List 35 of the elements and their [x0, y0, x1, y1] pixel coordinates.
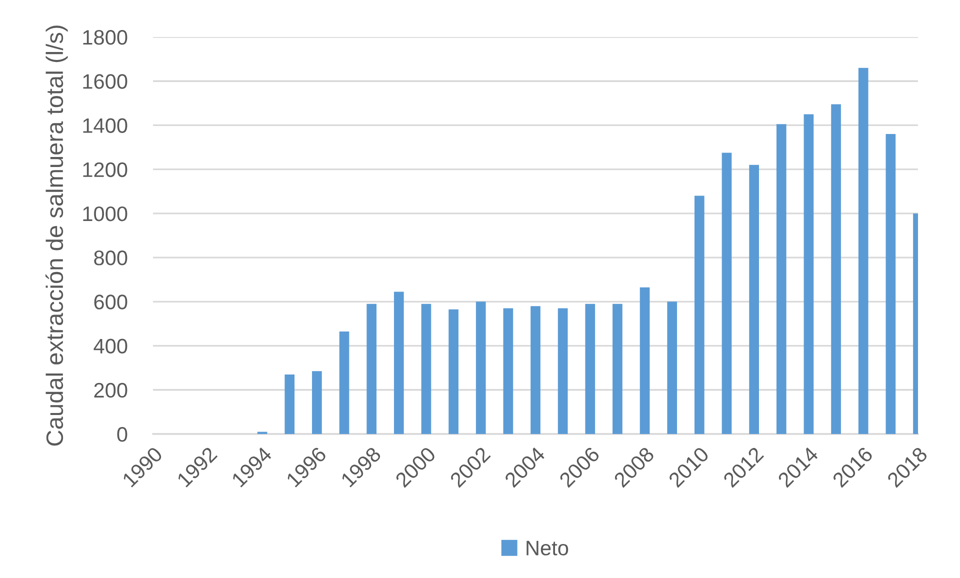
y-tick-label: 1600 [83, 74, 128, 89]
bar [421, 304, 432, 434]
bar [284, 374, 295, 434]
y-tick-label: 600 [94, 294, 128, 310]
bar [558, 308, 568, 434]
y-axis-title: Caudal extracción de salmuera total (l/s) [45, 26, 68, 446]
bar [640, 287, 650, 434]
y-tick-label: 400 [94, 338, 128, 354]
bar [366, 304, 376, 434]
bar [886, 134, 896, 434]
bar [476, 302, 486, 434]
y-tick-label: 1400 [83, 118, 128, 133]
legend-label: Neto [526, 540, 568, 556]
bar [503, 308, 514, 434]
bar [585, 304, 596, 434]
y-tick-label: 200 [94, 382, 128, 398]
bar [831, 104, 841, 434]
bar [858, 68, 868, 434]
bar [749, 164, 759, 434]
bar [776, 124, 786, 434]
bar [394, 292, 404, 434]
y-tick-label: 1800 [83, 30, 128, 45]
bar [722, 152, 732, 434]
y-tick-label: 0 [117, 427, 128, 442]
bar [804, 114, 814, 434]
bar [312, 371, 322, 434]
bar [667, 302, 678, 434]
bar [694, 196, 704, 434]
bar [448, 309, 458, 434]
y-tick-label: 1200 [83, 162, 128, 178]
bar [339, 331, 350, 434]
y-tick-label: 1000 [83, 206, 128, 222]
bar [612, 304, 622, 434]
y-tick-label: 800 [94, 250, 128, 266]
bar [530, 306, 540, 434]
